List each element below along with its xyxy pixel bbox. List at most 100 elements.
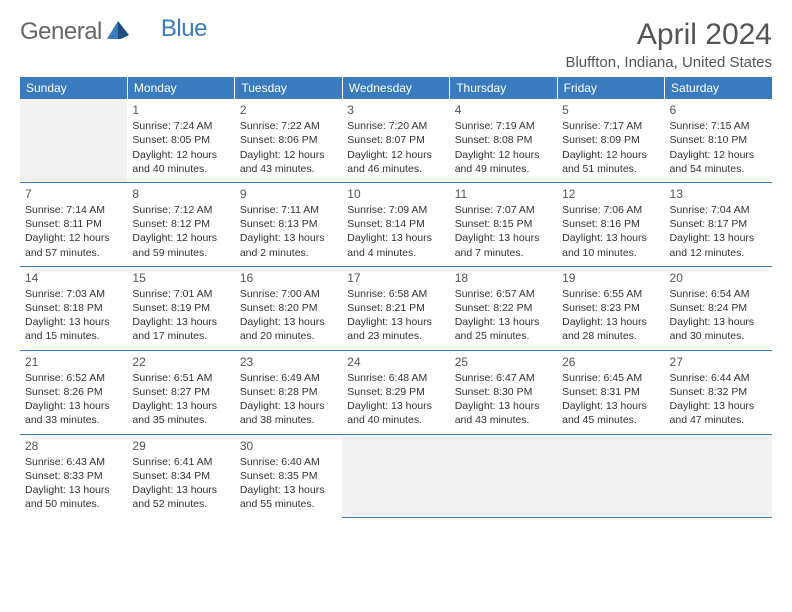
day-info-line: Sunset: 8:28 PM <box>240 385 337 399</box>
day-number: 22 <box>132 354 229 370</box>
day-info-line: Daylight: 13 hours <box>132 483 229 497</box>
calendar-day-cell: 11Sunrise: 7:07 AMSunset: 8:15 PMDayligh… <box>450 182 557 266</box>
day-info-line: Sunset: 8:08 PM <box>455 133 552 147</box>
day-info-line: Sunrise: 7:12 AM <box>132 203 229 217</box>
day-info-line: Daylight: 12 hours <box>670 148 767 162</box>
weekday-header: Tuesday <box>235 77 342 99</box>
day-info-line: Sunset: 8:23 PM <box>562 301 659 315</box>
calendar-day-cell: 19Sunrise: 6:55 AMSunset: 8:23 PMDayligh… <box>557 266 664 350</box>
day-info-line: Sunset: 8:12 PM <box>132 217 229 231</box>
day-info-line: and 17 minutes. <box>132 329 229 343</box>
day-number: 15 <box>132 270 229 286</box>
calendar-day-cell: 2Sunrise: 7:22 AMSunset: 8:06 PMDaylight… <box>235 99 342 182</box>
calendar-day-cell: 28Sunrise: 6:43 AMSunset: 8:33 PMDayligh… <box>20 434 127 517</box>
day-number: 9 <box>240 186 337 202</box>
day-info-line: and 52 minutes. <box>132 497 229 511</box>
calendar-day-cell: 6Sunrise: 7:15 AMSunset: 8:10 PMDaylight… <box>665 99 772 182</box>
day-info-line: Sunrise: 7:11 AM <box>240 203 337 217</box>
calendar-empty-cell <box>20 99 127 182</box>
day-info-line: Sunrise: 6:47 AM <box>455 371 552 385</box>
day-info-line: Sunset: 8:19 PM <box>132 301 229 315</box>
calendar-empty-cell <box>665 434 772 517</box>
calendar-day-cell: 29Sunrise: 6:41 AMSunset: 8:34 PMDayligh… <box>127 434 234 517</box>
day-number: 12 <box>562 186 659 202</box>
calendar-day-cell: 7Sunrise: 7:14 AMSunset: 8:11 PMDaylight… <box>20 182 127 266</box>
calendar-day-cell: 13Sunrise: 7:04 AMSunset: 8:17 PMDayligh… <box>665 182 772 266</box>
day-info-line: Sunrise: 6:57 AM <box>455 287 552 301</box>
day-info-line: and 33 minutes. <box>25 413 122 427</box>
weekday-header: Friday <box>557 77 664 99</box>
day-info-line: Daylight: 13 hours <box>670 399 767 413</box>
day-info-line: Sunset: 8:31 PM <box>562 385 659 399</box>
day-number: 3 <box>347 102 444 118</box>
month-title: April 2024 <box>565 18 772 52</box>
day-info-line: and 50 minutes. <box>25 497 122 511</box>
day-info-line: Sunset: 8:30 PM <box>455 385 552 399</box>
day-info-line: and 46 minutes. <box>347 162 444 176</box>
weekday-header: Monday <box>127 77 234 99</box>
day-number: 13 <box>670 186 767 202</box>
day-info-line: and 57 minutes. <box>25 246 122 260</box>
day-info-line: and 45 minutes. <box>562 413 659 427</box>
day-info-line: Sunrise: 7:07 AM <box>455 203 552 217</box>
calendar-day-cell: 1Sunrise: 7:24 AMSunset: 8:05 PMDaylight… <box>127 99 234 182</box>
header: General Blue April 2024 Bluffton, Indian… <box>20 18 772 71</box>
day-info-line: Daylight: 13 hours <box>670 315 767 329</box>
calendar-week-row: 1Sunrise: 7:24 AMSunset: 8:05 PMDaylight… <box>20 99 772 182</box>
calendar-day-cell: 4Sunrise: 7:19 AMSunset: 8:08 PMDaylight… <box>450 99 557 182</box>
weekday-header: Sunday <box>20 77 127 99</box>
day-info-line: and 2 minutes. <box>240 246 337 260</box>
day-info-line: and 10 minutes. <box>562 246 659 260</box>
day-info-line: Sunset: 8:05 PM <box>132 133 229 147</box>
calendar-day-cell: 26Sunrise: 6:45 AMSunset: 8:31 PMDayligh… <box>557 350 664 434</box>
day-info-line: Sunrise: 6:40 AM <box>240 455 337 469</box>
logo-text-1: General <box>20 18 102 46</box>
calendar-day-cell: 18Sunrise: 6:57 AMSunset: 8:22 PMDayligh… <box>450 266 557 350</box>
calendar-empty-cell <box>557 434 664 517</box>
day-info-line: Sunrise: 6:45 AM <box>562 371 659 385</box>
day-info-line: Sunset: 8:16 PM <box>562 217 659 231</box>
day-number: 11 <box>455 186 552 202</box>
day-info-line: and 38 minutes. <box>240 413 337 427</box>
day-info-line: Sunrise: 6:41 AM <box>132 455 229 469</box>
day-number: 30 <box>240 438 337 454</box>
day-info-line: Daylight: 13 hours <box>132 315 229 329</box>
day-info-line: Sunrise: 7:03 AM <box>25 287 122 301</box>
day-info-line: Sunset: 8:24 PM <box>670 301 767 315</box>
calendar-week-row: 7Sunrise: 7:14 AMSunset: 8:11 PMDaylight… <box>20 182 772 266</box>
day-info-line: Sunrise: 6:49 AM <box>240 371 337 385</box>
day-number: 2 <box>240 102 337 118</box>
day-info-line: Daylight: 13 hours <box>670 231 767 245</box>
day-info-line: and 43 minutes. <box>455 413 552 427</box>
day-info-line: and 23 minutes. <box>347 329 444 343</box>
day-number: 23 <box>240 354 337 370</box>
calendar-day-cell: 17Sunrise: 6:58 AMSunset: 8:21 PMDayligh… <box>342 266 449 350</box>
day-info-line: Sunset: 8:07 PM <box>347 133 444 147</box>
calendar-empty-cell <box>450 434 557 517</box>
calendar-empty-cell <box>342 434 449 517</box>
day-info-line: Daylight: 12 hours <box>240 148 337 162</box>
calendar-body: 1Sunrise: 7:24 AMSunset: 8:05 PMDaylight… <box>20 99 772 517</box>
calendar-day-cell: 3Sunrise: 7:20 AMSunset: 8:07 PMDaylight… <box>342 99 449 182</box>
location: Bluffton, Indiana, United States <box>565 54 772 71</box>
day-info-line: Sunset: 8:18 PM <box>25 301 122 315</box>
day-info-line: Sunrise: 6:43 AM <box>25 455 122 469</box>
calendar-week-row: 14Sunrise: 7:03 AMSunset: 8:18 PMDayligh… <box>20 266 772 350</box>
day-info-line: and 7 minutes. <box>455 246 552 260</box>
day-info-line: Sunrise: 6:44 AM <box>670 371 767 385</box>
day-info-line: Sunrise: 6:55 AM <box>562 287 659 301</box>
day-info-line: Daylight: 13 hours <box>455 315 552 329</box>
day-number: 18 <box>455 270 552 286</box>
day-info-line: and 59 minutes. <box>132 246 229 260</box>
day-info-line: Sunrise: 7:00 AM <box>240 287 337 301</box>
day-info-line: and 40 minutes. <box>347 413 444 427</box>
day-info-line: Daylight: 12 hours <box>347 148 444 162</box>
calendar-day-cell: 10Sunrise: 7:09 AMSunset: 8:14 PMDayligh… <box>342 182 449 266</box>
day-info-line: Daylight: 13 hours <box>25 315 122 329</box>
day-number: 20 <box>670 270 767 286</box>
day-info-line: and 4 minutes. <box>347 246 444 260</box>
day-number: 14 <box>25 270 122 286</box>
weekday-header: Wednesday <box>342 77 449 99</box>
day-info-line: Daylight: 13 hours <box>347 231 444 245</box>
calendar-day-cell: 9Sunrise: 7:11 AMSunset: 8:13 PMDaylight… <box>235 182 342 266</box>
